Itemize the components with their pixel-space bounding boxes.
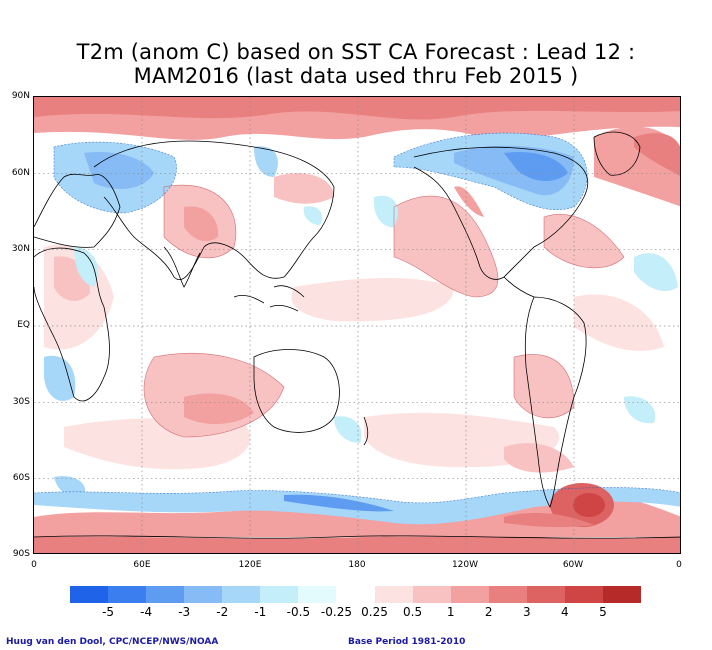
lat-label-90n: 90N [11,91,30,101]
anomaly-shading [34,97,680,553]
cold-contours [34,132,680,504]
colorbar-cell [488,586,527,603]
credit-base-period: Base Period 1981-2010 [348,637,466,647]
colorbar-label: -5 [102,605,115,619]
colorbar-cell [184,586,223,603]
grid [34,97,680,553]
colorbar-cell [70,586,109,603]
colorbar-cell [564,586,603,603]
lon-label-120e: 120E [238,560,262,570]
colorbar-label: -0.25 [320,605,352,619]
colorbar-cell [336,586,375,603]
colorbar-label: 5 [599,605,607,619]
colorbar-label: -1 [254,605,267,619]
colorbar-label: 3 [522,605,531,619]
colorbar [70,586,641,603]
colorbar-label: 1 [446,605,455,619]
lon-label-60e: 60E [133,560,151,570]
colorbar-cell [108,586,147,603]
colorbar-label: 0.5 [403,605,423,619]
credit-author: Huug van den Dool, CPC/NCEP/NWS/NOAA [6,637,219,647]
anomaly-map-svg [34,97,680,553]
lat-label-eq: EQ [17,320,30,330]
colorbar-cell [222,586,261,603]
lat-label-60n: 60N [11,168,30,178]
lat-label-60s: 60S [12,473,30,483]
coastlines [34,131,680,539]
lon-label-0: 0 [31,560,37,570]
map-title-line2: MAM2016 (last data used thru Feb 2015 ) [133,64,579,88]
lon-label-120w: 120W [451,560,479,570]
anomaly-map [33,96,681,554]
colorbar-label: 0.25 [361,605,388,619]
colorbar-cell [602,586,641,603]
colorbar-cell [374,586,413,603]
colorbar-label: -2 [216,605,229,619]
colorbar-cell [450,586,489,603]
lon-label-180: 180 [348,560,366,570]
colorbar-cell [298,586,337,603]
lat-label-30n: 30N [11,244,30,254]
colorbar-cell [146,586,185,603]
lat-label-90s: 90S [12,549,30,559]
colorbar-label: 2 [484,605,493,619]
colorbar-cell [260,586,299,603]
lon-label-60w: 60W [562,560,584,570]
lat-label-30s: 30S [12,397,30,407]
colorbar-cell [526,586,565,603]
lon-label-0-east: 0 [676,560,682,570]
colorbar-label: -4 [140,605,153,619]
colorbar-label: 4 [561,605,569,619]
colorbar-label: -0.5 [286,605,311,619]
colorbar-label: -3 [178,605,191,619]
colorbar-cell [412,586,451,603]
map-title-line1: T2m (anom C) based on SST CA Forecast : … [76,40,636,64]
